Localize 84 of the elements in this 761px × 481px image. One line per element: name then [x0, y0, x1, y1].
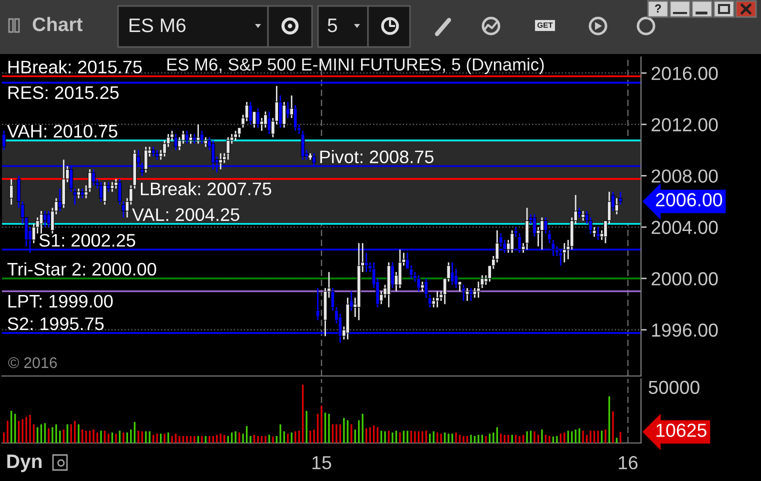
- annotation: © 2016: [8, 357, 57, 368]
- candlestick: [234, 130, 238, 142]
- candlestick: [558, 248, 563, 266]
- candlestick: [218, 152, 223, 170]
- candlestick: [46, 210, 51, 228]
- candlestick: [248, 101, 252, 126]
- candlestick: [518, 232, 522, 254]
- ref-line-label: S1: 2002.25: [39, 234, 136, 247]
- candlestick: [267, 110, 272, 135]
- y-tick-label: 2004.00: [652, 220, 718, 234]
- candlestick: [144, 146, 148, 174]
- text: 10625: [656, 424, 706, 437]
- candlestick: [562, 242, 566, 264]
- candlestick: [282, 101, 286, 128]
- ref-line-label: RES: 2015.25: [8, 86, 119, 100]
- candlestick: [196, 124, 200, 144]
- candlestick: [185, 130, 189, 144]
- candlestick: [76, 188, 81, 199]
- candlestick: [618, 191, 622, 206]
- candlestick: [416, 274, 421, 292]
- x-tick-label: 15: [312, 456, 332, 470]
- candlestick: [211, 140, 216, 170]
- y-tick-label: 2016.00: [652, 66, 718, 80]
- candlestick: [155, 149, 160, 160]
- candlestick: [99, 181, 103, 202]
- candlestick: [43, 210, 47, 228]
- text: ?: [654, 4, 661, 13]
- ref-line-label: Pivot: 2008.75: [320, 150, 434, 164]
- candlestick: [237, 126, 242, 138]
- candlestick: [364, 252, 368, 273]
- text: 2006.00: [656, 193, 722, 206]
- text: 5: [328, 18, 337, 32]
- candlestick: [450, 262, 454, 286]
- candlestick: [435, 290, 440, 308]
- candlestick: [151, 146, 156, 158]
- candlestick: [200, 130, 204, 144]
- candlestick: [420, 280, 424, 292]
- candlestick: [110, 181, 114, 192]
- candlestick: [581, 210, 586, 222]
- candlestick: [312, 152, 316, 167]
- candlestick: [510, 230, 514, 254]
- candlestick: [226, 136, 230, 160]
- candlestick: [204, 136, 208, 148]
- ref-line-label: VAL: 2004.25: [132, 208, 240, 222]
- candlestick: [39, 210, 44, 234]
- candlestick: [614, 198, 619, 215]
- candlestick: [102, 181, 107, 206]
- y-tick-label: 2000.00: [652, 272, 718, 286]
- candlestick: [118, 178, 122, 206]
- y-tick-label: 2008.00: [652, 169, 718, 183]
- ref-line-label: LPT: 1999.00: [8, 294, 113, 308]
- text: 50000: [648, 380, 700, 394]
- candlestick: [174, 133, 178, 151]
- text: Chart: [32, 16, 83, 32]
- chart-title: ES M6, S&P 500 E-MINI FUTURES, 5 (Dynamic): [167, 58, 544, 74]
- x-tick-label: 16: [618, 456, 638, 470]
- candlestick: [462, 284, 466, 302]
- y-tick-label: 1996.00: [652, 323, 718, 337]
- text: Dyn: [7, 454, 42, 472]
- candlestick: [188, 133, 193, 144]
- candlestick: [596, 226, 600, 241]
- candlestick: [121, 200, 126, 218]
- candlestick: [80, 188, 84, 199]
- candlestick: [92, 168, 96, 186]
- candlestick: [263, 110, 268, 128]
- candlestick: [9, 178, 14, 206]
- candlestick: [469, 287, 473, 302]
- ref-line-label: LBreak: 2007.75: [140, 182, 272, 196]
- candlestick: [525, 207, 529, 250]
- candlestick: [316, 287, 320, 321]
- ref-line-label: HBreak: 2015.75: [8, 60, 142, 74]
- text: ES M6: [130, 18, 186, 32]
- ref-line-label: VAH: 2010.75: [7, 124, 118, 138]
- candlestick: [532, 214, 536, 238]
- ref-line-label: Tri-Star 2: 2000.00: [7, 262, 156, 276]
- candlestick: [465, 287, 470, 302]
- candlestick: [293, 104, 298, 132]
- candlestick: [256, 108, 260, 128]
- candlestick: [192, 133, 196, 144]
- candlestick: [278, 94, 282, 128]
- candlestick: [577, 207, 582, 218]
- candlestick: [398, 248, 402, 289]
- y-tick-label: 2012.00: [652, 118, 718, 132]
- ref-line-label: S2: 1995.75: [8, 317, 104, 330]
